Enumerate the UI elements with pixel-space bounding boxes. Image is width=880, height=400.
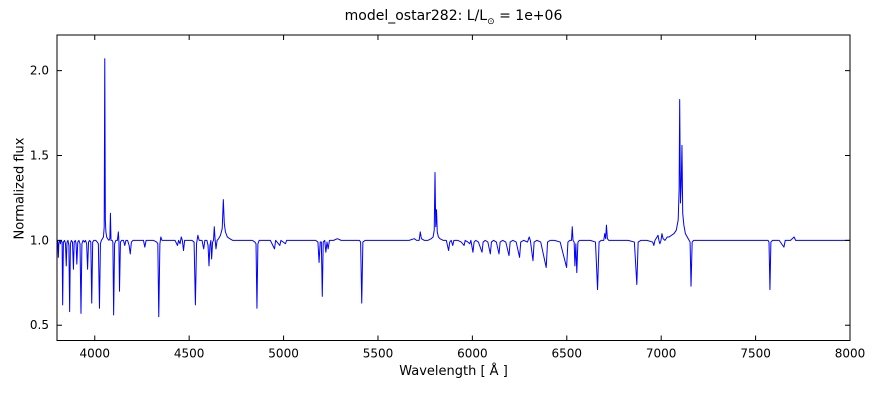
plot-title-text: model_ostar282: L/L [344, 8, 488, 24]
axes-frame [56, 34, 851, 341]
x-tick-label: 8000 [835, 347, 866, 361]
plot-title-suffix: = 1e+06 [494, 8, 563, 24]
spectrum-line [56, 58, 851, 318]
x-tick-label: 6500 [552, 347, 583, 361]
x-tick-label: 5000 [268, 347, 299, 361]
y-tick-label: 1.5 [30, 149, 49, 163]
x-tick-label: 4000 [79, 347, 110, 361]
y-tick-label: 0.5 [30, 318, 49, 332]
x-tick-label: 6000 [457, 347, 488, 361]
x-tick-label: 4500 [174, 347, 205, 361]
x-tick-label: 7000 [646, 347, 677, 361]
x-tick-label: 5500 [363, 347, 394, 361]
plot-title: model_ostar282: L/L⊙ = 1e+06 [57, 8, 850, 27]
x-tick-label: 7500 [740, 347, 771, 361]
x-axis-label: Wavelength [ Å ] [399, 364, 508, 379]
sun-symbol-subscript: ⊙ [487, 17, 495, 27]
y-axis-label: Normalized flux [12, 137, 28, 240]
y-tick-label: 1.0 [30, 233, 49, 247]
y-tick-label: 2.0 [30, 64, 49, 78]
